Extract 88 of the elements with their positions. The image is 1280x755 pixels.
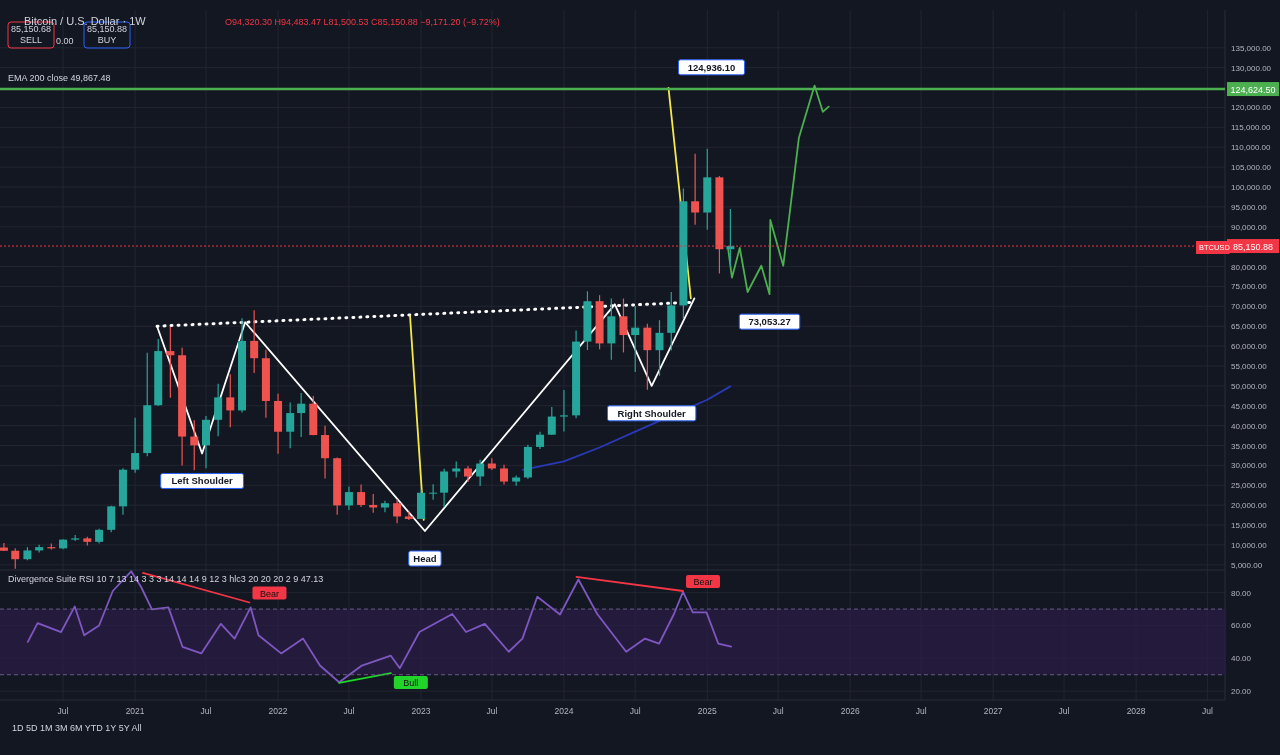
candlestick: [393, 498, 402, 524]
y-tick-label: 110,000.00: [1231, 143, 1271, 153]
y-tick-label: 100,000.00: [1231, 182, 1272, 192]
candlestick: [321, 425, 330, 480]
y-tick-label: 130,000.00: [1231, 63, 1272, 73]
y-tick-label: 40.00: [1231, 654, 1252, 664]
y-tick-label: 55,000.00: [1231, 361, 1268, 371]
y-tick-label: 45,000.00: [1231, 401, 1268, 411]
y-tick-label: 90,000.00: [1231, 222, 1268, 232]
x-tick-label: 2027: [983, 706, 1003, 716]
x-tick-label: 2023: [411, 706, 431, 716]
candlestick: [643, 323, 652, 391]
candlestick: [619, 297, 628, 354]
candlestick: [380, 500, 389, 513]
candlestick: [357, 483, 366, 508]
candlestick: [286, 401, 295, 449]
x-tick-label: 2025: [697, 706, 717, 716]
x-tick-label: Jul: [915, 706, 927, 716]
text: 1D 5D 1M 3M 6M YTD 1Y 5Y All: [12, 723, 142, 733]
y-tick-label: 35,000.00: [1231, 441, 1268, 451]
y-tick-label: 70,000.00: [1231, 302, 1268, 312]
candlestick: [250, 309, 259, 374]
candlestick: [404, 510, 413, 521]
x-tick-label: Jul: [57, 706, 69, 716]
candlestick: [631, 305, 640, 373]
candlestick: [429, 483, 438, 501]
candlestick: [226, 373, 235, 428]
candlestick: [691, 153, 700, 226]
y-tick-label: 25,000.00: [1231, 481, 1268, 491]
candlestick: [440, 468, 449, 508]
y-tick-label: 80.00: [1231, 588, 1252, 598]
x-tick-label: 2026: [840, 706, 860, 716]
candlestick: [214, 383, 223, 437]
y-tick-label: 80,000.00: [1231, 262, 1268, 272]
candlestick: [559, 389, 568, 432]
annotation: 73,053.27: [748, 316, 791, 328]
annotation: Head: [413, 553, 437, 565]
x-tick-label: Jul: [486, 706, 498, 716]
candlestick: [0, 542, 8, 552]
candlestick: [500, 464, 509, 486]
y-tick-label: 135,000.00: [1231, 43, 1272, 53]
y-tick-label: 15,000.00: [1231, 521, 1268, 531]
annotation: Left Shoulder: [171, 475, 233, 487]
x-tick-label: 2024: [554, 706, 574, 716]
y-tick-label: 30,000.00: [1231, 461, 1268, 471]
candlestick: [547, 406, 556, 436]
ref-line-label: 85,150.88: [1232, 242, 1274, 253]
candlestick: [344, 486, 353, 511]
candlestick: [107, 505, 116, 533]
x-tick-label: Jul: [772, 706, 784, 716]
ref-line-label: 124,624.50: [1230, 85, 1276, 96]
candlestick: [166, 326, 175, 399]
x-tick-label: Jul: [200, 706, 212, 716]
x-tick-label: Jul: [629, 706, 641, 716]
candlestick: [297, 392, 306, 438]
y-tick-label: 50,000.00: [1231, 381, 1268, 391]
series-label: Bull: [403, 678, 419, 689]
annotation: 124,936.10: [687, 61, 736, 73]
y-tick-label: 75,000.00: [1231, 282, 1268, 292]
candlestick: [190, 419, 199, 471]
y-tick-label: 95,000.00: [1231, 202, 1268, 212]
candlestick: [476, 459, 485, 487]
y-tick-label: 105,000.00: [1231, 163, 1272, 173]
x-tick-label: 2028: [1126, 706, 1146, 716]
candlestick: [11, 547, 20, 570]
x-tick-label: 2021: [125, 706, 145, 716]
y-tick-label: 60.00: [1231, 621, 1252, 631]
candlestick: [655, 319, 664, 377]
x-tick-label: Jul: [343, 706, 355, 716]
series-label: Bear: [693, 577, 713, 588]
y-tick-label: 5,000.00: [1231, 560, 1263, 570]
x-tick-label: 2022: [268, 706, 288, 716]
x-tick-label: Jul: [1058, 706, 1070, 716]
annotation: Right Shoulder: [617, 407, 686, 419]
y-tick-label: 60,000.00: [1231, 342, 1268, 352]
y-tick-label: 120,000.00: [1231, 103, 1272, 113]
text: O94,320.30 H94,483.47 L81,500.53 C85,150.88 −9,171.20 (−9.72%): [225, 17, 500, 27]
y-tick-label: 115,000.00: [1231, 123, 1271, 133]
y-tick-label: 10,000.00: [1231, 540, 1268, 550]
series-label: Bear: [259, 588, 279, 599]
y-tick-label: 40,000.00: [1231, 421, 1268, 431]
y-tick-label: 65,000.00: [1231, 322, 1268, 332]
x-tick-label: Jul: [1201, 706, 1213, 716]
y-tick-label: 20,000.00: [1231, 501, 1268, 511]
annotation: EMA 200 close 49,867.48: [8, 73, 111, 83]
y-tick-label: 20.00: [1231, 687, 1252, 697]
candlestick: [131, 417, 140, 474]
annotation: 0.00: [56, 36, 74, 46]
